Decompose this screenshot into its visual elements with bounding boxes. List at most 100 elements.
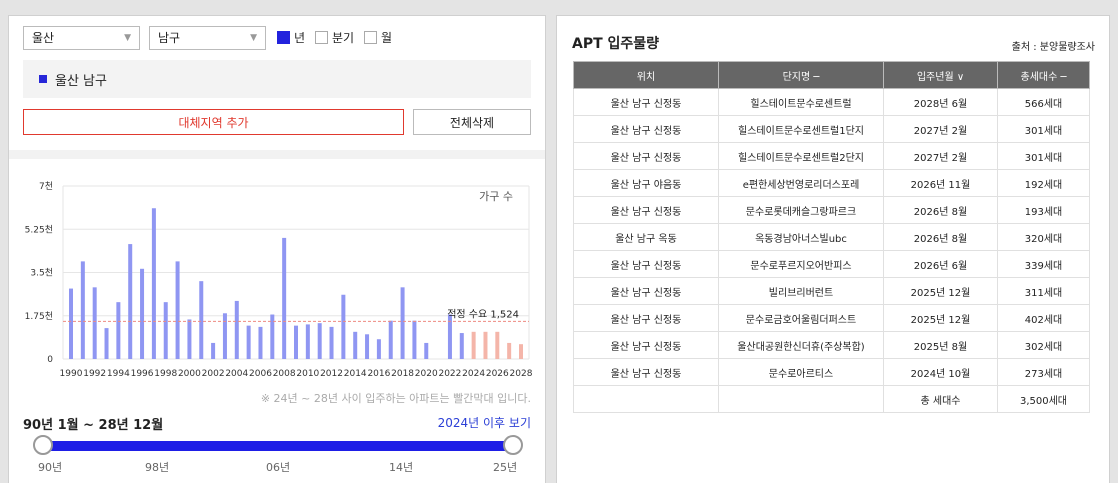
y-tick-label: 3.5천 — [30, 268, 53, 279]
district-select-value: 남구 — [158, 31, 181, 45]
cell-move-in-date: 2025년 8월 — [883, 331, 998, 359]
bar — [140, 268, 145, 359]
range-slider-start-handle[interactable] — [33, 435, 53, 455]
table-row[interactable]: 울산 남구 신정동 문수로금호어울림더퍼스트 2025년 12월 402세대 — [573, 304, 1090, 332]
header-move-in-date[interactable]: 입주년월 ∨ — [883, 61, 998, 89]
x-tick-label: 2002 — [202, 369, 225, 379]
bar — [222, 313, 227, 359]
bar — [187, 319, 192, 359]
chart-legend: 가구 수 — [479, 190, 513, 203]
cell-total-units: 311세대 — [997, 277, 1090, 305]
cell-location: 울산 남구 야음동 — [573, 169, 719, 197]
x-tick-label: 2000 — [178, 369, 201, 379]
cell-complex-name: 옥동경남아너스빌ubc — [718, 223, 884, 251]
y-tick-label: 7천 — [39, 181, 53, 192]
bar — [246, 325, 251, 359]
y-tick-label: 5.25천 — [25, 224, 53, 235]
bar — [329, 326, 334, 359]
cell-move-in-date: 2025년 12월 — [883, 277, 998, 305]
x-tick-label: 2018 — [391, 369, 414, 379]
cell-total-units: 301세대 — [997, 115, 1090, 143]
bar — [104, 328, 109, 359]
bar — [412, 320, 417, 359]
period-month-checkbox[interactable]: 월 — [364, 29, 392, 46]
header-total-units[interactable]: 총세대수 ─ — [997, 61, 1090, 89]
x-tick-label: 2010 — [296, 369, 319, 379]
bar — [234, 300, 239, 359]
empty-cell — [718, 385, 884, 413]
period-quarter-label: 분기 — [332, 31, 355, 45]
bar — [305, 324, 310, 359]
delete-all-button[interactable]: 전체삭제 — [413, 109, 531, 135]
view-after-2024-link[interactable]: 2024년 이후 보기 — [437, 416, 531, 430]
region-label: 울산 남구 — [55, 73, 107, 89]
x-tick-label: 2024 — [462, 369, 485, 379]
table-row[interactable]: 울산 남구 신정동 빌리브리버런트 2025년 12월 311세대 — [573, 277, 1090, 305]
cell-location: 울산 남구 신정동 — [573, 142, 719, 170]
chevron-down-icon: ▼ — [124, 33, 131, 43]
projected-bar — [519, 344, 523, 359]
bar — [447, 314, 452, 359]
x-tick-label: 1996 — [131, 369, 154, 379]
cell-location: 울산 남구 신정동 — [573, 304, 719, 332]
table-row[interactable]: 울산 남구 야음동 e편한세상번영로리더스포레 2026년 11월 192세대 — [573, 169, 1090, 197]
bar — [163, 302, 168, 359]
table-row[interactable]: 울산 남구 신정동 울산대공원한신더휴(주상복합) 2025년 8월 302세대 — [573, 331, 1090, 359]
slider-label: 90년 — [38, 461, 63, 474]
add-alt-region-button[interactable]: 대체지역 추가 — [23, 109, 404, 135]
bar — [270, 314, 275, 359]
table-row[interactable]: 울산 남구 신정동 문수로아르티스 2024년 10월 273세대 — [573, 358, 1090, 386]
city-select[interactable]: 울산 ▼ — [23, 26, 140, 50]
district-select[interactable]: 남구 ▼ — [149, 26, 266, 50]
bar — [317, 323, 322, 359]
cell-complex-name: 힐스테이트문수로센트럴 — [718, 88, 884, 116]
checkbox-checked-icon — [277, 31, 290, 44]
table-row[interactable]: 울산 남구 신정동 힐스테이트문수로센트럴1단지 2027년 2월 301세대 — [573, 115, 1090, 143]
reference-line-label: 적정 수요 1,524 — [447, 308, 519, 320]
x-tick-label: 1990 — [60, 369, 83, 379]
cell-complex-name: 울산대공원한신더휴(주상복합) — [718, 331, 884, 359]
x-tick-label: 2012 — [320, 369, 343, 379]
range-text: 90년 1월 ~ 28년 12월 — [23, 418, 164, 433]
x-tick-label: 1998 — [154, 369, 177, 379]
cell-total-units: 192세대 — [997, 169, 1090, 197]
bar — [211, 342, 216, 359]
cell-move-in-date: 2027년 2월 — [883, 115, 998, 143]
cell-move-in-date: 2025년 12월 — [883, 304, 998, 332]
projected-bar — [495, 331, 500, 359]
projected-bar — [507, 342, 512, 359]
table-row[interactable]: 울산 남구 신정동 문수로롯데캐슬그랑파르크 2026년 8월 193세대 — [573, 196, 1090, 224]
table-row[interactable]: 울산 남구 신정동 문수로푸르지오어반피스 2026년 6월 339세대 — [573, 250, 1090, 278]
table-row[interactable]: 울산 남구 옥동 옥동경남아너스빌ubc 2026년 8월 320세대 — [573, 223, 1090, 251]
cell-location: 울산 남구 신정동 — [573, 277, 719, 305]
region-color-marker — [39, 75, 47, 83]
bar — [424, 342, 429, 359]
cell-complex-name: 힐스테이트문수로센트럴2단지 — [718, 142, 884, 170]
cell-location: 울산 남구 신정동 — [573, 115, 719, 143]
cell-location: 울산 남구 옥동 — [573, 223, 719, 251]
period-year-checkbox[interactable]: 년 — [277, 29, 305, 46]
range-slider-track[interactable] — [43, 441, 513, 451]
cell-total-units: 273세대 — [997, 358, 1090, 386]
bar — [459, 333, 464, 359]
table-row[interactable]: 울산 남구 신정동 힐스테이트문수로센트럴2단지 2027년 2월 301세대 — [573, 142, 1090, 170]
supply-table: 위치 단지명 ─ 입주년월 ∨ 총세대수 ─ 울산 남구 신정동 힐스테이트문수로… — [573, 61, 1090, 413]
range-slider-end-handle[interactable] — [503, 435, 523, 455]
cell-move-in-date: 2027년 2월 — [883, 142, 998, 170]
cell-total-units: 302세대 — [997, 331, 1090, 359]
supply-chart-panel: 울산 ▼ 남구 ▼ 년 분기 월 울산 남구 대체지역 추가 전체삭제 0 1.75천… — [8, 15, 546, 483]
cell-location: 울산 남구 신정동 — [573, 88, 719, 116]
cell-total-units: 301세대 — [997, 142, 1090, 170]
period-year-label: 년 — [294, 31, 306, 45]
cell-move-in-date: 2026년 11월 — [883, 169, 998, 197]
slider-label: 98년 — [145, 461, 170, 474]
bar — [128, 244, 133, 359]
header-complex-name[interactable]: 단지명 ─ — [718, 61, 884, 89]
projected-bar — [483, 331, 488, 359]
table-row[interactable]: 울산 남구 신정동 힐스테이트문수로센트럴 2028년 6월 566세대 — [573, 88, 1090, 116]
checkbox-icon — [315, 31, 328, 44]
period-quarter-checkbox[interactable]: 분기 — [315, 29, 354, 46]
cell-complex-name: 문수로아르티스 — [718, 358, 884, 386]
cell-total-units: 402세대 — [997, 304, 1090, 332]
x-tick-label: 2006 — [249, 369, 272, 379]
